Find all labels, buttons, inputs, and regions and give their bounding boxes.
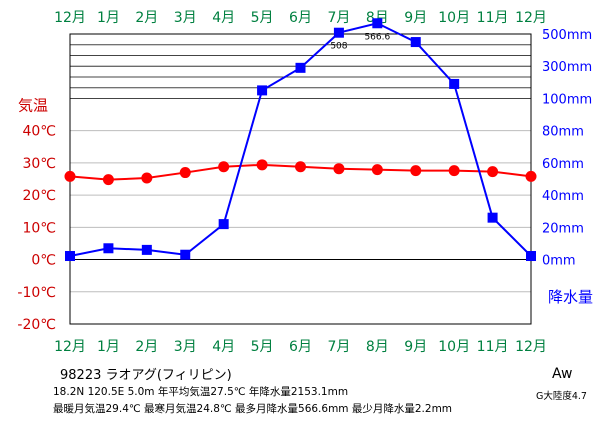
precipitation-axis-ticks: 500mm 300mm 100mm 80mm 60mm 40mm 20mm 0mm: [542, 28, 592, 269]
precipitation-point: [65, 251, 75, 262]
precipitation-point: [141, 244, 152, 255]
temperature-tick-label: 20℃: [22, 188, 56, 204]
precipitation-tick-label: 40mm: [542, 189, 584, 204]
temperature-point: [448, 165, 460, 177]
month-label: 10月: [438, 339, 470, 355]
temperature-tick-label: -20℃: [17, 317, 56, 333]
precipitation-line: [69, 22, 532, 257]
month-label: 1月: [97, 10, 120, 26]
month-label: 6月: [289, 339, 312, 355]
month-label: 3月: [174, 339, 197, 355]
temperature-point: [295, 161, 306, 173]
month-label: 5月: [251, 10, 274, 26]
precipitation-point: [103, 243, 114, 254]
temperature-point: [256, 159, 268, 171]
precipitation-tick-label: 300mm: [542, 60, 592, 75]
precipitation-tick-label: 60mm: [542, 157, 584, 172]
temperature-tick-label: 40℃: [22, 124, 56, 140]
month-label: 4月: [212, 339, 235, 355]
month-label: 12月: [515, 10, 547, 26]
month-label: 1月: [97, 339, 120, 355]
point-labels: 508 566.6: [330, 32, 390, 51]
month-label: 2月: [135, 10, 158, 26]
station-stats-line1: 18.2N 120.5E 5.0m 年平均気温27.5℃ 年降水量2153.1m…: [53, 386, 349, 398]
precipitation-point: [333, 27, 344, 38]
precipitation-point: [372, 18, 383, 29]
precipitation-tick-label: 0mm: [542, 254, 576, 269]
temperature-tick-label: 30℃: [22, 156, 56, 172]
temperature-axis-title: 気温: [18, 96, 48, 114]
precipitation-tick-label: 80mm: [542, 125, 584, 140]
month-label: 11月: [477, 339, 509, 355]
month-label: 12月: [515, 339, 547, 355]
month-label: 2月: [135, 339, 158, 355]
temperature-point: [333, 163, 345, 175]
precipitation-point: [526, 251, 536, 262]
month-label: 7月: [327, 10, 350, 26]
station-name: 98223 ラオアグ(フィリピン): [60, 368, 232, 383]
month-label: 3月: [174, 10, 197, 26]
climate-code: Aw: [552, 366, 573, 382]
precipitation-point: [295, 62, 306, 73]
precipitation-point: [487, 212, 498, 223]
series: [64, 18, 537, 262]
precipitation-point: [218, 219, 229, 230]
temperature-point: [525, 170, 537, 182]
precipitation-point: [410, 37, 421, 48]
month-label: 12月: [54, 10, 86, 26]
month-label: 4月: [212, 10, 235, 26]
temperature-point: [141, 172, 153, 184]
temperature-point: [371, 164, 383, 176]
month-label: 7月: [327, 339, 350, 355]
temperature-tick-label: 10℃: [22, 220, 56, 236]
temperature-tick-label: -10℃: [17, 285, 56, 301]
temperature-point: [218, 161, 230, 173]
month-label: 8月: [366, 10, 389, 26]
precipitation-value-label: 566.6: [364, 32, 390, 42]
precipitation-value-label: 508: [330, 42, 347, 52]
month-label: 11月: [477, 10, 509, 26]
precipitation-point: [257, 85, 268, 96]
month-label: 9月: [404, 10, 427, 26]
temperature-tick-label: 0℃: [31, 253, 56, 269]
month-label: 10月: [438, 10, 470, 26]
month-label: 12月: [54, 339, 86, 355]
precipitation-axis-title: 降水量: [548, 288, 593, 306]
temperature-point: [64, 170, 76, 182]
temperature-point: [102, 174, 114, 186]
bottom-month-labels: 12月 1月 2月 3月 4月 5月 6月 7月 8月 9月 10月 11月 12月: [54, 339, 547, 355]
station-stats-line2: 最暖月気温29.4℃ 最寒月気温24.8℃ 最多月降水量566.6mm 最少月降…: [53, 403, 453, 415]
month-label: 9月: [404, 339, 427, 355]
month-label: 8月: [366, 339, 389, 355]
temperature-axis-ticks: 40℃ 30℃ 20℃ 10℃ 0℃ -10℃ -20℃: [17, 124, 56, 333]
top-month-labels: 12月 1月 2月 3月 4月 5月 6月 7月 8月 9月 10月 11月 12月: [54, 10, 547, 26]
precipitation-tick-label: 20mm: [542, 221, 584, 236]
precipitation-point: [180, 249, 191, 260]
precipitation-tick-label: 500mm: [542, 28, 592, 43]
temperature-point: [179, 167, 191, 179]
temperature-point: [410, 165, 422, 177]
continentality: G大陸度4.7: [536, 391, 587, 402]
precipitation-point: [449, 78, 460, 89]
precipitation-tick-label: 100mm: [542, 92, 592, 107]
month-label: 6月: [289, 10, 312, 26]
month-label: 5月: [251, 339, 274, 355]
temperature-point: [487, 166, 499, 178]
